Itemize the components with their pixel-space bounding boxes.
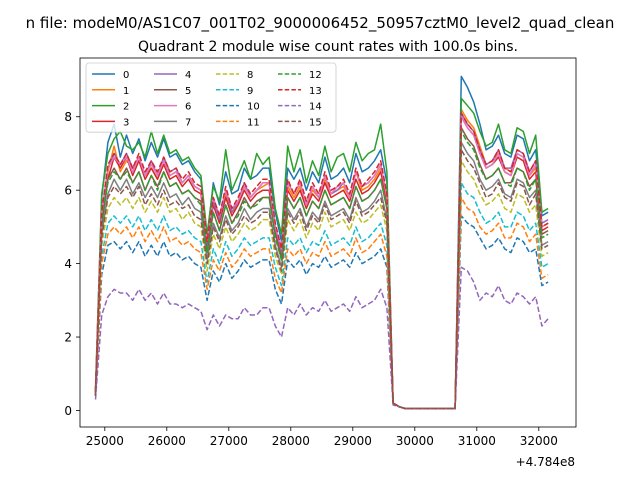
y-tick-label: 4 <box>64 257 72 271</box>
series-line-6 <box>94 115 549 410</box>
legend-label-12: 12 <box>309 70 322 81</box>
legend-label-5: 5 <box>185 86 191 97</box>
x-tick-label: 26000 <box>148 434 186 448</box>
series-line-9 <box>94 182 549 410</box>
legend-label-7: 7 <box>185 117 191 128</box>
x-tick-label: 25000 <box>86 434 124 448</box>
legend-label-9: 9 <box>247 86 253 97</box>
figure-suptitle: n file: modeM0/AS1C07_001T02_9000006452_… <box>26 14 615 33</box>
series-line-12 <box>94 130 549 410</box>
legend-box <box>85 62 337 133</box>
legend-label-13: 13 <box>309 86 322 97</box>
legend-label-2: 2 <box>123 102 129 113</box>
legend-label-4: 4 <box>185 70 191 81</box>
series-line-2 <box>94 97 549 410</box>
series-line-10 <box>94 215 549 410</box>
series-line-11 <box>94 196 549 410</box>
series-line-14 <box>94 266 549 410</box>
series-line-13 <box>94 112 549 410</box>
x-tick-label: 29000 <box>334 434 372 448</box>
x-tick-label: 30000 <box>396 434 434 448</box>
legend-label-8: 8 <box>247 70 253 81</box>
series-line-8 <box>94 160 549 410</box>
y-tick-label: 0 <box>64 404 72 418</box>
series-line-15 <box>94 149 549 410</box>
series-line-0 <box>94 75 549 410</box>
series-line-7 <box>94 141 549 410</box>
y-tick-label: 2 <box>64 331 72 345</box>
series-layer <box>94 75 549 410</box>
y-axis: 0 2 4 6 8 <box>64 110 80 418</box>
x-tick-label: 27000 <box>210 434 248 448</box>
plot-frame <box>79 57 577 428</box>
x-axis: 25000 26000 27000 28000 29000 30000 31000 32000 <box>86 427 558 448</box>
legend-label-10: 10 <box>247 102 260 113</box>
x-tick-label: 32000 <box>520 434 558 448</box>
legend-label-1: 1 <box>123 86 129 97</box>
legend-label-15: 15 <box>309 117 322 128</box>
legend-label-14: 14 <box>309 102 322 113</box>
legend-label-6: 6 <box>185 102 191 113</box>
legend-label-3: 3 <box>123 117 129 128</box>
chart-title: Quadrant 2 module wise count rates with … <box>138 39 518 55</box>
x-tick-label: 31000 <box>458 434 496 448</box>
y-tick-label: 8 <box>64 110 72 124</box>
y-tick-label: 6 <box>64 184 72 198</box>
x-tick-label: 28000 <box>272 434 310 448</box>
x-axis-offset-label: +4.784e8 <box>516 455 575 469</box>
legend-label-0: 0 <box>123 70 129 81</box>
legend-label-11: 11 <box>247 117 260 128</box>
